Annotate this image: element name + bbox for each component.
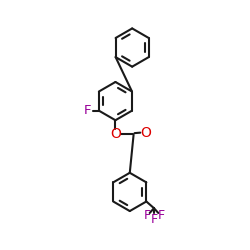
Text: F: F bbox=[158, 209, 165, 222]
Text: O: O bbox=[140, 126, 151, 140]
Text: F: F bbox=[150, 213, 158, 226]
Text: O: O bbox=[110, 126, 121, 140]
Text: F: F bbox=[143, 209, 150, 222]
Text: F: F bbox=[84, 104, 91, 117]
